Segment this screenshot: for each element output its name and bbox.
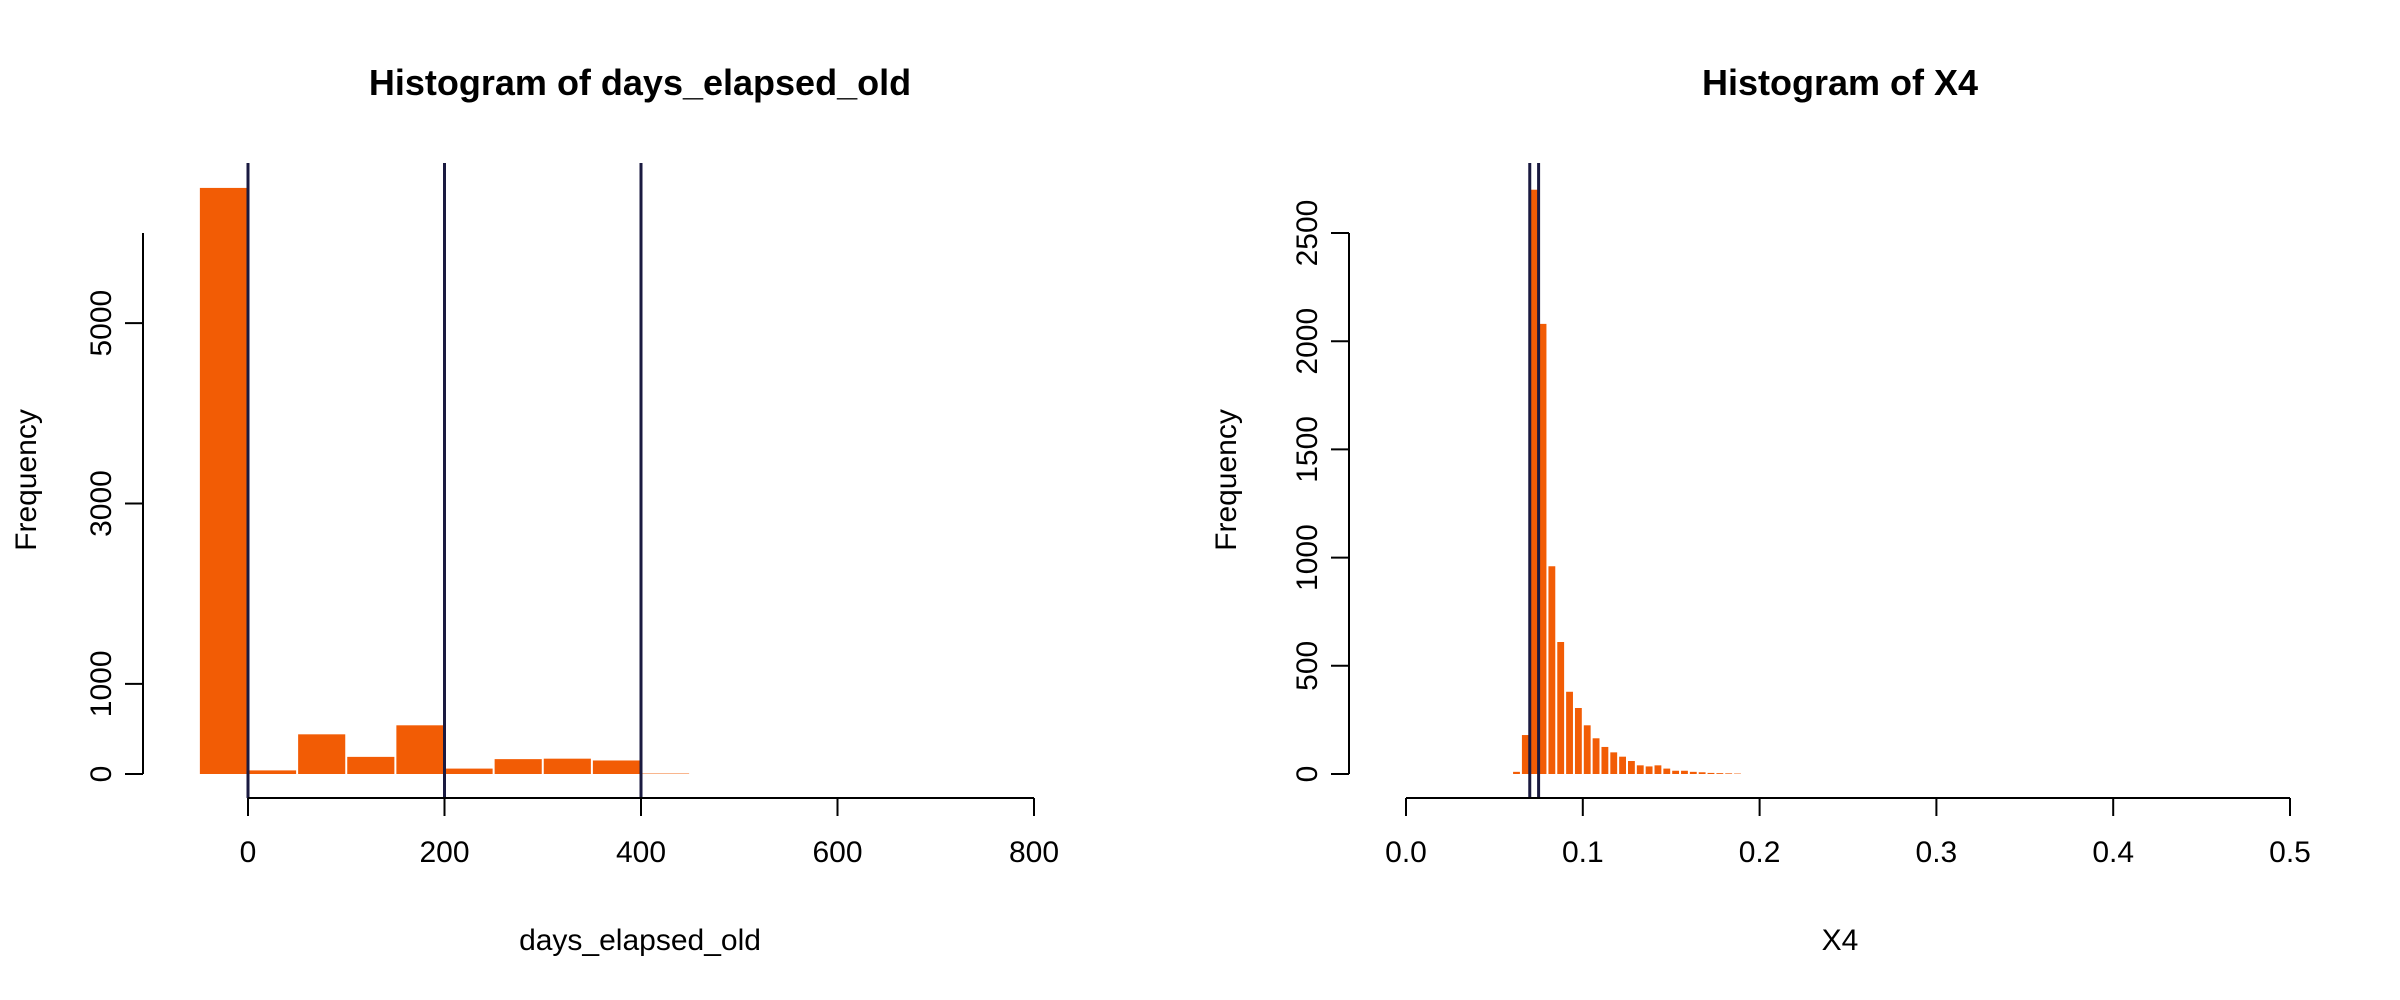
y-axis: 0 1000 3000 5000 [85,233,144,783]
x-tick-label: 0 [240,836,257,869]
histogram-bar [445,768,493,774]
histogram-bar [1672,770,1680,774]
histogram-bar [396,725,444,774]
histogram-bar [1610,752,1618,774]
histogram-bar [1592,738,1600,774]
histogram-bar [1548,566,1556,774]
histogram-bar [1645,766,1653,774]
histogram-bar [1628,761,1635,774]
histogram-bar [1619,756,1626,774]
x-axis-label: days_elapsed_old [519,924,761,957]
histogram-bar [1539,323,1547,774]
y-axis-label: Frequency [10,409,43,551]
x-tick-label: 0.5 [2269,836,2311,869]
y-tick-label: 0 [85,766,118,783]
y-tick-label: 0 [1291,766,1324,783]
histogram-bar [298,734,346,774]
histogram-bar [1530,189,1538,775]
x-tick-label: 0.4 [2092,836,2134,869]
vlines-layer [1528,163,1541,798]
y-axis: 0 500 1000 1500 2000 2500 [1291,200,1350,783]
y-tick-label: 2000 [1291,308,1324,375]
histogram-bar [347,756,395,774]
y-tick-label: 2500 [1291,200,1324,267]
x-tick-label: 0.0 [1385,836,1427,869]
x-axis-label: X4 [1822,924,1859,957]
x-tick-label: 0.1 [1562,836,1604,869]
panel-days-elapsed-old: Histogram of days_elapsed_old 0 200 400 600… [10,62,1059,957]
x-axis: 0.0 0.1 0.2 0.3 0.4 0.5 [1385,797,2311,869]
x-tick-label: 400 [616,836,666,869]
x-tick-label: 600 [812,836,862,869]
histogram-bar [1521,735,1529,774]
y-tick-label: 3000 [85,470,118,537]
x-axis: 0 200 400 600 800 [240,797,1059,869]
y-tick-label: 1000 [1291,524,1324,591]
histogram-bar [199,187,247,774]
vlines-layer [246,163,643,798]
histogram-bar [1698,772,1706,774]
y-tick-label: 5000 [85,290,118,357]
chart-title: Histogram of X4 [1702,62,1978,103]
y-tick-label: 500 [1291,641,1324,691]
y-tick-label: 1000 [85,650,118,717]
histogram-bar [1566,691,1573,774]
histogram-bar [249,770,297,774]
histogram-bar [1583,725,1591,774]
histogram-bar [1689,771,1697,774]
x-tick-label: 200 [419,836,469,869]
y-axis-label: Frequency [1210,409,1243,551]
x-tick-label: 800 [1009,836,1059,869]
bars-layer [199,187,690,774]
histogram-bar [1513,771,1520,774]
histogram-bar [1725,773,1733,774]
histogram-bar [1601,746,1609,774]
panel-x4: Histogram of X4 0.0 0.1 0.2 0.3 0.4 0.5 0 500 1… [1210,62,2311,957]
histogram-bar [1663,768,1671,774]
histogram-bar [1654,765,1662,774]
x-tick-label: 0.3 [1916,836,1958,869]
histogram-bar [494,759,542,774]
histogram-bar [592,760,640,774]
y-tick-label: 1500 [1291,416,1324,483]
x-tick-label: 0.2 [1739,836,1781,869]
bars-layer [1513,189,1741,775]
histogram-bar [1557,641,1565,774]
histogram-bar [1707,772,1715,774]
histogram-bar [1574,707,1582,774]
histogram-bar [1681,770,1688,774]
chart-title: Histogram of days_elapsed_old [369,62,911,103]
histogram-bar [1636,765,1644,774]
histogram-bar [1716,773,1724,774]
histogram-bar [543,758,591,774]
